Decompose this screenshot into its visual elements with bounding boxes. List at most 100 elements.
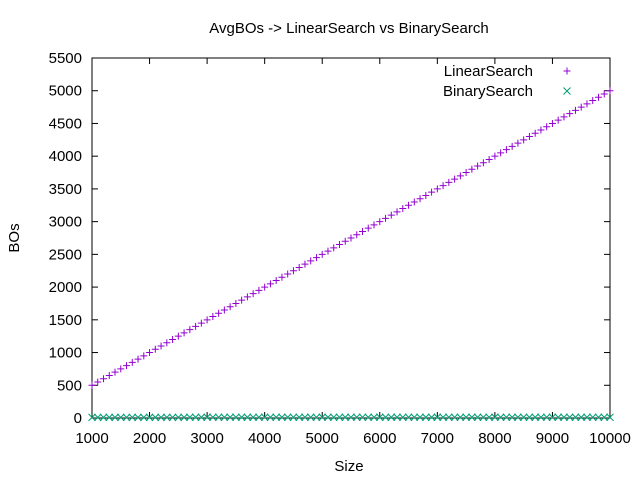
linearsearch-point <box>376 218 384 226</box>
binarysearch-point <box>444 413 453 422</box>
binarysearch-point <box>283 413 292 422</box>
linearsearch-point <box>192 322 200 330</box>
linearsearch-point <box>451 175 459 183</box>
linearsearch-point <box>266 280 274 288</box>
binarysearch-point <box>479 413 488 422</box>
linearsearch-point <box>456 172 464 180</box>
linearsearch-point <box>364 224 372 232</box>
linearsearch-point <box>445 178 453 186</box>
linearsearch-point <box>560 113 568 121</box>
linearsearch-point <box>180 329 188 337</box>
binarysearch-point <box>157 413 165 422</box>
linearsearch-point <box>359 227 367 235</box>
binarysearch-point <box>185 413 194 422</box>
linearsearch-point <box>554 116 562 124</box>
linearsearch-point <box>111 368 119 376</box>
legend-marker <box>563 67 571 75</box>
binarysearch-point <box>577 413 586 422</box>
linearsearch-point <box>525 133 533 141</box>
series-linearsearch <box>88 87 614 389</box>
binarysearch-point <box>116 413 125 422</box>
binarysearch-point <box>416 413 424 422</box>
binarysearch-point <box>255 413 263 422</box>
binarysearch-point <box>358 413 367 422</box>
binarysearch-point <box>565 413 574 422</box>
linearsearch-point <box>134 355 142 363</box>
y-tick-label: 3000 <box>49 214 82 231</box>
linearsearch-point <box>324 247 332 255</box>
linearsearch-point <box>232 299 240 307</box>
linearsearch-point <box>531 129 539 137</box>
linearsearch-point <box>405 201 413 209</box>
binarysearch-point <box>111 413 119 422</box>
binarysearch-point <box>128 413 137 422</box>
linearsearch-point <box>416 195 424 203</box>
binarysearch-point <box>450 413 459 422</box>
linearsearch-point <box>410 198 418 206</box>
linearsearch-point <box>209 313 217 321</box>
binarysearch-point <box>306 413 315 422</box>
x-tick-label: 8000 <box>478 430 511 447</box>
linearsearch-point <box>433 185 441 193</box>
y-axis-label: BOs <box>6 223 23 252</box>
linearsearch-point <box>226 303 234 311</box>
linearsearch-point <box>514 139 522 147</box>
linearsearch-point <box>341 237 349 245</box>
binarysearch-point <box>191 413 200 422</box>
x-tick-label: 4000 <box>248 430 281 447</box>
binarysearch-point <box>456 413 465 422</box>
binarysearch-point <box>266 413 275 422</box>
binarysearch-point <box>151 413 160 422</box>
binarysearch-point <box>352 413 361 422</box>
linearsearch-point <box>479 159 487 167</box>
binarysearch-point <box>122 413 131 422</box>
linearsearch-point <box>284 270 292 278</box>
linearsearch-point <box>123 362 131 370</box>
linearsearch-point <box>272 277 280 285</box>
binarysearch-point <box>462 413 470 422</box>
binarysearch-point <box>301 413 309 422</box>
binarysearch-point <box>88 413 96 422</box>
linearsearch-point <box>94 378 102 386</box>
binarysearch-point <box>514 413 522 422</box>
series-binarysearch <box>88 413 614 422</box>
binarysearch-point <box>197 413 206 422</box>
binarysearch-point <box>519 413 528 422</box>
binarysearch-point <box>398 413 407 422</box>
linearsearch-point <box>566 110 574 118</box>
linearsearch-point <box>255 286 263 294</box>
linearsearch-point <box>169 335 177 343</box>
binarysearch-point <box>485 413 493 422</box>
linearsearch-point <box>422 191 430 199</box>
binarysearch-point <box>427 413 436 422</box>
linearsearch-point <box>468 165 476 173</box>
linearsearch-point <box>548 119 556 127</box>
linearsearch-point <box>220 306 228 314</box>
linearsearch-point <box>594 93 602 101</box>
binarysearch-point <box>232 413 240 422</box>
linearsearch-point <box>238 296 246 304</box>
binarysearch-point <box>410 413 419 422</box>
linearsearch-point <box>163 339 171 347</box>
x-tick-label: 7000 <box>421 430 454 447</box>
binarysearch-point <box>364 413 373 422</box>
binarysearch-point <box>295 413 304 422</box>
binarysearch-point <box>203 413 211 422</box>
linearsearch-point <box>462 169 470 177</box>
linearsearch-point <box>491 152 499 160</box>
x-axis-label: Size <box>334 458 363 475</box>
binarysearch-point <box>93 413 102 422</box>
x-tick-label: 3000 <box>190 430 223 447</box>
linearsearch-point <box>335 241 343 249</box>
binarysearch-point <box>260 413 269 422</box>
linearsearch-point <box>197 319 205 327</box>
linearsearch-point <box>261 283 269 291</box>
binarysearch-point <box>531 413 540 422</box>
binarysearch-point <box>496 413 505 422</box>
linearsearch-point <box>289 267 297 275</box>
linearsearch-point <box>589 97 597 105</box>
linearsearch-point <box>146 349 154 357</box>
y-tick-label: 1500 <box>49 312 82 329</box>
binarysearch-point <box>508 413 517 422</box>
